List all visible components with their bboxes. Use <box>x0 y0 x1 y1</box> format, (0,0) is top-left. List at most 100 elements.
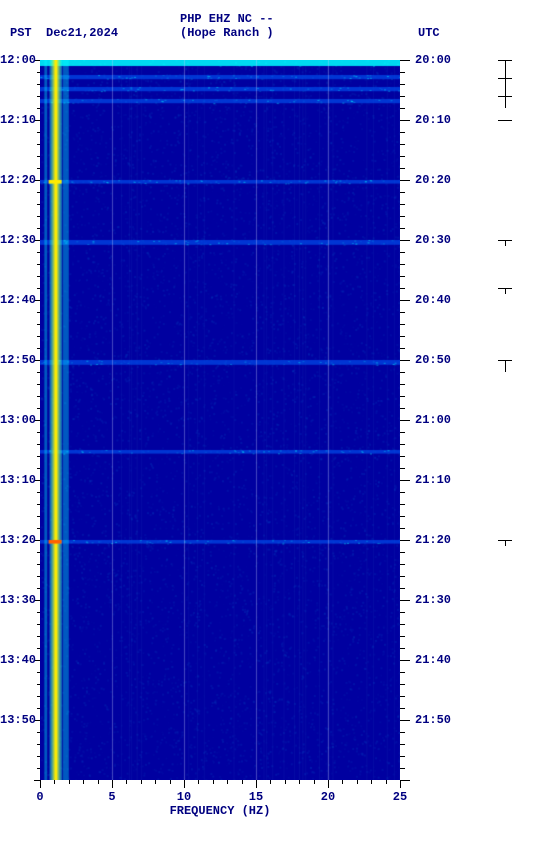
y-tick <box>400 192 405 193</box>
x-tick <box>285 780 286 784</box>
x-tick <box>69 780 70 784</box>
y-tick <box>400 252 405 253</box>
y-right-label: 20:30 <box>415 233 451 247</box>
side-tick <box>498 360 512 361</box>
x-tick <box>357 780 358 784</box>
x-axis-title: FREQUENCY (HZ) <box>40 804 400 818</box>
y-tick <box>400 660 410 661</box>
y-tick <box>400 564 405 565</box>
y-tick <box>400 288 405 289</box>
y-tick <box>400 624 405 625</box>
y-tick <box>400 420 410 421</box>
y-tick <box>400 636 405 637</box>
y-tick <box>400 504 405 505</box>
y-tick <box>400 84 405 85</box>
side-segment <box>505 60 506 108</box>
y-left-label: 12:30 <box>0 233 36 247</box>
y-left-label: 12:00 <box>0 53 36 67</box>
y-right-label: 20:20 <box>415 173 451 187</box>
y-tick <box>400 612 405 613</box>
y-left-label: 13:50 <box>0 713 36 727</box>
spectrogram-canvas <box>40 60 400 780</box>
x-tick <box>328 780 329 788</box>
x-tick <box>227 780 228 784</box>
x-tick <box>342 780 343 784</box>
x-tick <box>141 780 142 784</box>
station-line1: PHP EHZ NC -- <box>180 12 274 26</box>
y-tick <box>400 144 405 145</box>
tz-left: PST <box>10 26 32 40</box>
y-tick <box>400 780 410 781</box>
y-tick <box>400 240 410 241</box>
y-tick <box>400 360 410 361</box>
y-left-label: 12:50 <box>0 353 36 367</box>
x-ticks <box>40 780 400 788</box>
y-left-label: 13:30 <box>0 593 36 607</box>
y-tick <box>400 648 405 649</box>
y-tick <box>400 540 410 541</box>
x-tick <box>112 780 113 788</box>
tz-right: UTC <box>418 26 440 40</box>
y-left-label: 13:40 <box>0 653 36 667</box>
y-tick <box>400 732 405 733</box>
y-tick <box>400 552 405 553</box>
y-tick <box>400 672 405 673</box>
x-label: 0 <box>36 790 43 804</box>
y-tick <box>400 408 405 409</box>
x-tick <box>54 780 55 784</box>
y-tick <box>400 180 410 181</box>
x-tick <box>83 780 84 784</box>
y-tick <box>400 348 405 349</box>
y-right-label: 21:30 <box>415 593 451 607</box>
y-tick <box>400 216 405 217</box>
y-right-label: 21:10 <box>415 473 451 487</box>
y-tick <box>400 132 405 133</box>
header-left: PST Dec21,2024 <box>10 26 118 40</box>
y-right-label: 20:00 <box>415 53 451 67</box>
y-tick <box>400 372 405 373</box>
x-tick <box>270 780 271 784</box>
y-tick <box>400 312 405 313</box>
y-left-label: 12:20 <box>0 173 36 187</box>
y-tick <box>400 72 405 73</box>
x-tick <box>170 780 171 784</box>
y-tick <box>400 228 405 229</box>
y-left-label: 12:40 <box>0 293 36 307</box>
y-tick <box>400 756 405 757</box>
x-tick <box>184 780 185 788</box>
y-tick <box>400 324 405 325</box>
x-tick <box>98 780 99 784</box>
x-tick <box>213 780 214 784</box>
y-tick <box>400 156 405 157</box>
station-line2: (Hope Ranch ) <box>180 26 274 40</box>
y-tick <box>400 480 410 481</box>
y-tick <box>400 468 405 469</box>
x-tick <box>198 780 199 784</box>
side-tick <box>498 540 512 541</box>
side-tick <box>498 288 512 289</box>
y-tick <box>400 384 405 385</box>
y-tick <box>400 168 405 169</box>
y-left-label: 13:00 <box>0 413 36 427</box>
side-tick <box>498 60 512 61</box>
y-tick <box>400 60 410 61</box>
date: Dec21,2024 <box>46 26 118 40</box>
side-segment <box>505 360 506 372</box>
y-right-label: 21:50 <box>415 713 451 727</box>
y-tick <box>400 516 405 517</box>
spectrogram-plot <box>40 60 400 780</box>
side-tick <box>498 240 512 241</box>
y-tick <box>400 576 405 577</box>
side-tick <box>498 78 512 79</box>
y-left-labels: 12:0012:1012:2012:3012:4012:5013:0013:10… <box>0 60 38 780</box>
side-activity-marks <box>490 60 520 780</box>
y-left-label: 13:20 <box>0 533 36 547</box>
x-label: 10 <box>177 790 191 804</box>
y-tick <box>400 204 405 205</box>
y-right-labels: 20:0020:1020:2020:3020:4020:5021:0021:10… <box>415 60 465 780</box>
y-tick <box>400 96 405 97</box>
x-tick <box>371 780 372 784</box>
y-right-label: 20:50 <box>415 353 451 367</box>
y-right-label: 21:40 <box>415 653 451 667</box>
x-tick <box>400 780 401 788</box>
